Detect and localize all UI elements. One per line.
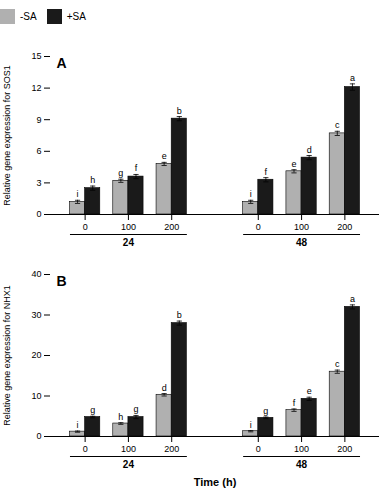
svg-text:48: 48 [296, 459, 308, 470]
svg-text:g: g [118, 168, 123, 178]
svg-text:Relative gene expression for S: Relative gene expression for SOS1 [2, 65, 12, 206]
svg-text:h: h [118, 412, 123, 422]
html-text:-SA: -SA [20, 11, 37, 22]
svg-text:g: g [90, 405, 95, 415]
svg-text:b: b [177, 106, 182, 116]
svg-text:a: a [350, 73, 355, 83]
svg-text:e: e [291, 159, 296, 169]
svg-text:15: 15 [31, 51, 41, 61]
svg-text:i: i [77, 420, 79, 430]
svg-text:30: 30 [31, 310, 41, 320]
svg-text:20: 20 [31, 350, 41, 360]
svg-text:0: 0 [83, 444, 88, 454]
svg-text:0: 0 [256, 444, 261, 454]
svg-text:A: A [57, 55, 67, 71]
svg-text:200: 200 [337, 444, 352, 454]
html-text:+SA: +SA [66, 11, 86, 22]
svg-text:e: e [307, 386, 312, 396]
svg-text:d: d [162, 383, 167, 393]
svg-text:a: a [350, 294, 355, 304]
svg-text:g: g [263, 406, 268, 416]
svg-text:i: i [250, 189, 252, 199]
svg-text:12: 12 [31, 83, 41, 93]
svg-text:f: f [265, 167, 268, 177]
svg-text:9: 9 [36, 115, 41, 125]
svg-text:0: 0 [256, 222, 261, 232]
svg-text:100: 100 [294, 222, 309, 232]
svg-text:g: g [133, 404, 138, 414]
svg-text:c: c [335, 120, 340, 130]
svg-text:Relative gene expression for N: Relative gene expression for NHX1 [2, 285, 12, 426]
svg-text:40: 40 [31, 269, 41, 279]
svg-text:f: f [135, 163, 138, 173]
svg-text:24: 24 [123, 237, 135, 248]
svg-text:e: e [162, 151, 167, 161]
svg-text:0: 0 [83, 222, 88, 232]
svg-text:i: i [250, 420, 252, 430]
svg-text:200: 200 [164, 222, 179, 232]
svg-text:200: 200 [164, 444, 179, 454]
svg-text:h: h [90, 175, 95, 185]
svg-text:24: 24 [123, 459, 135, 470]
svg-text:48: 48 [296, 237, 308, 248]
svg-text:10: 10 [31, 391, 41, 401]
svg-text:200: 200 [337, 222, 352, 232]
svg-text:d: d [307, 145, 312, 155]
svg-text:Time (h): Time (h) [194, 476, 237, 488]
svg-text:B: B [57, 273, 67, 289]
svg-text:100: 100 [294, 444, 309, 454]
svg-text:b: b [177, 310, 182, 320]
svg-text:100: 100 [121, 222, 136, 232]
svg-text:c: c [335, 359, 340, 369]
svg-text:0: 0 [36, 431, 41, 441]
svg-text:100: 100 [121, 444, 136, 454]
svg-text:6: 6 [36, 146, 41, 156]
svg-text:0: 0 [36, 209, 41, 219]
svg-text:3: 3 [36, 178, 41, 188]
svg-text:i: i [77, 189, 79, 199]
svg-text:f: f [293, 398, 296, 408]
